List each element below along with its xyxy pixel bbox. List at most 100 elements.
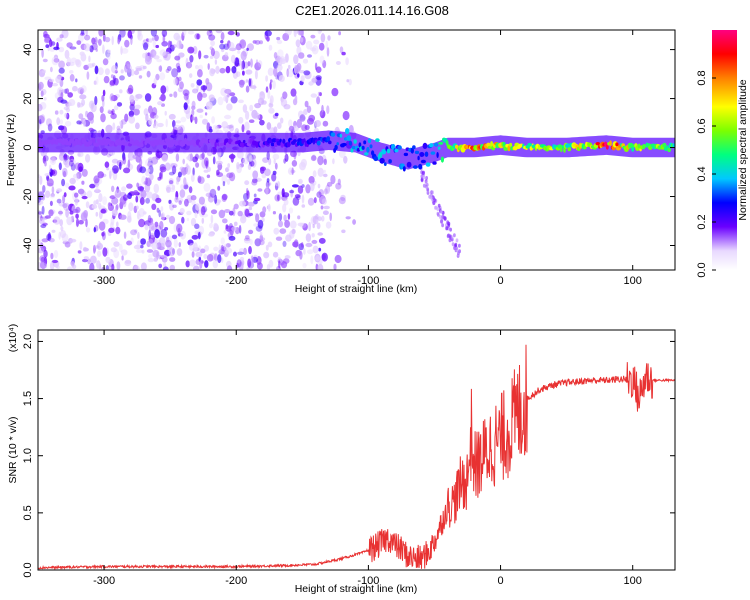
spectrogram-noise-cell	[223, 126, 229, 132]
spectrogram-noise-cell	[158, 96, 166, 101]
spectrogram-noise-cell	[339, 46, 344, 54]
spectrogram-ridge-cell	[425, 162, 431, 167]
spectrogram-noise-cell	[189, 55, 194, 63]
spectrogram-noise-cell	[95, 76, 99, 86]
spectrogram-noise-cell	[154, 229, 161, 239]
spectrogram-noise-cell	[204, 157, 209, 167]
spectrogram-noise-cell	[247, 201, 255, 207]
spectrogram-noise-cell	[169, 202, 175, 211]
spectrogram-x-tick-label: 100	[624, 275, 642, 287]
spectrogram-ridge-cell	[609, 140, 612, 147]
spectrogram-noise-cell	[221, 121, 228, 129]
spectrogram-noise-cell	[59, 109, 64, 115]
spectrogram-noise-cell	[303, 248, 306, 255]
snr-y-tick-label: 0.5	[22, 505, 34, 520]
spectrogram-noise-cell	[105, 256, 111, 264]
spectrogram-noise-cell	[321, 104, 324, 113]
spectrogram-noise-cell	[257, 219, 264, 229]
spectrogram-noise-cell	[326, 181, 333, 187]
spectrogram-noise-cell	[292, 197, 300, 206]
spectrogram-noise-cell	[215, 160, 223, 165]
spectrogram-noise-cell	[313, 39, 320, 45]
spectrogram-data	[38, 30, 675, 270]
spectrogram-ridge-cell	[565, 143, 571, 149]
spectrogram-noise-cell	[219, 67, 226, 74]
spectrogram-noise-cell	[278, 213, 283, 221]
spectrogram-noise-cell	[163, 262, 167, 267]
spectrogram-noise-cell	[229, 92, 236, 97]
spectrogram-noise-cell	[161, 154, 168, 162]
spectrogram-noise-cell	[279, 228, 287, 234]
spectrogram-noise-cell	[206, 30, 213, 37]
spectrogram-noise-cell	[176, 40, 183, 49]
spectrogram-noise-cell	[96, 260, 101, 269]
spectrogram-noise-cell	[101, 232, 105, 237]
spectrogram-noise-cell	[155, 44, 159, 49]
spectrogram-noise-cell	[58, 210, 63, 215]
spectrogram-noise-cell	[266, 151, 270, 161]
spectrogram-noise-cell	[310, 93, 317, 98]
spectrogram-noise-cell	[102, 89, 106, 97]
spectrogram-noise-cell	[119, 121, 122, 125]
spectrogram-noise-cell	[160, 228, 168, 238]
spectrogram-noise-cell	[225, 247, 233, 254]
spectrogram-noise-cell	[293, 54, 299, 65]
spectrogram-noise-cell	[227, 30, 235, 36]
spectrogram-noise-cell	[116, 221, 119, 228]
spectrogram-ridge-cell	[366, 146, 370, 153]
spectrogram-noise-cell	[248, 229, 254, 235]
spectrogram-noise-cell	[276, 64, 283, 72]
spectrogram-noise-cell	[239, 248, 245, 253]
spectrogram-noise-cell	[239, 200, 246, 207]
spectrogram-noise-cell	[121, 48, 129, 54]
spectrogram-noise-cell	[64, 120, 72, 127]
spectrogram-noise-cell	[323, 205, 330, 210]
spectrogram-noise-cell	[53, 250, 59, 259]
spectrogram-noise-cell	[276, 39, 283, 45]
spectrogram-noise-cell	[140, 262, 147, 270]
spectrogram-noise-cell	[142, 52, 147, 59]
spectrogram-noise-cell	[188, 243, 195, 251]
spectrogram-noise-cell	[168, 178, 174, 186]
spectrogram-noise-cell	[343, 155, 348, 164]
spectrogram-noise-cell	[39, 175, 43, 185]
spectrogram-noise-cell	[83, 210, 88, 218]
spectrogram-tail-cell	[420, 178, 424, 183]
spectrogram-noise-cell	[113, 105, 119, 111]
spectrogram-noise-cell	[288, 64, 291, 70]
spectrogram-noise-cell	[186, 210, 192, 216]
spectrogram-noise-cell	[178, 200, 182, 206]
spectrogram-noise-cell	[291, 167, 294, 175]
spectrogram-ridge-cell	[436, 152, 439, 158]
spectrogram-noise-cell	[319, 111, 323, 116]
spectrogram-noise-cell	[116, 125, 121, 131]
spectrogram-noise-cell	[81, 168, 88, 177]
spectrogram-noise-cell	[79, 241, 83, 250]
spectrogram-noise-cell	[273, 67, 278, 77]
spectrogram-noise-cell	[95, 211, 99, 217]
spectrogram-noise-cell	[76, 40, 82, 45]
spectrogram-noise-cell	[113, 77, 119, 86]
spectrogram-noise-cell	[326, 47, 330, 57]
spectrogram-ridge-cell	[667, 147, 671, 153]
spectrogram-noise-cell	[268, 44, 273, 51]
spectrogram-noise-cell	[149, 173, 154, 181]
spectrogram-noise-cell	[207, 195, 215, 203]
spectrogram-noise-cell	[185, 260, 190, 268]
spectrogram-noise-cell	[282, 91, 288, 100]
spectrogram-noise-cell	[338, 197, 346, 205]
spectrogram-noise-cell	[303, 109, 308, 115]
spectrogram-noise-cell	[39, 119, 42, 125]
spectrogram-noise-cell	[85, 201, 90, 209]
spectrogram-noise-cell	[88, 100, 95, 109]
spectrogram-noise-cell	[325, 221, 332, 229]
spectrogram-noise-cell	[300, 242, 304, 248]
spectrogram-noise-cell	[75, 213, 79, 219]
spectrogram-noise-cell	[190, 217, 197, 227]
spectrogram-noise-cell	[139, 158, 143, 167]
spectrogram-noise-cell	[93, 80, 97, 85]
spectrogram-noise-cell	[223, 230, 227, 234]
spectrogram-noise-cell	[147, 258, 155, 263]
spectrogram-noise-cell	[272, 80, 276, 89]
spectrogram-noise-cell	[317, 232, 324, 236]
